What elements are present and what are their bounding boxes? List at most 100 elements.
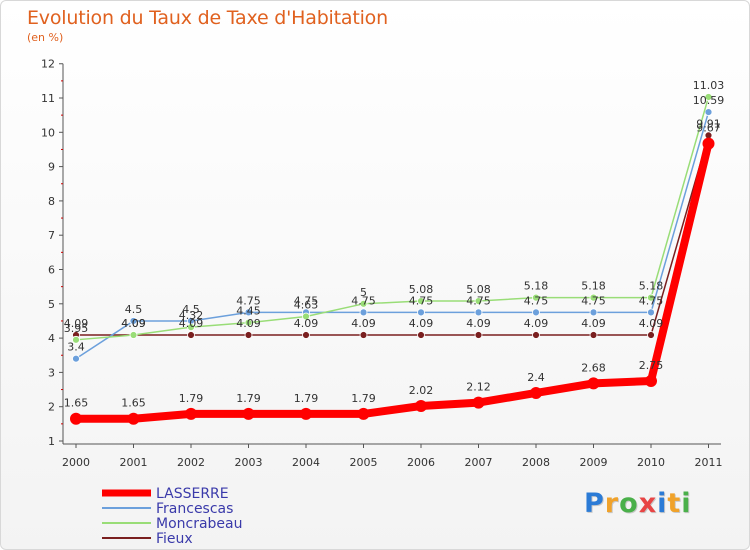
- data-label: 1.65: [121, 397, 146, 410]
- data-point: [187, 331, 195, 339]
- data-label: 5.08: [409, 283, 434, 296]
- data-label: 2.02: [409, 384, 434, 397]
- legend-label: Francescas: [156, 501, 233, 517]
- data-label: 3.95: [64, 322, 89, 335]
- logo-letter: t: [667, 488, 682, 519]
- x-tick-label: 2007: [465, 456, 493, 469]
- x-tick-label: 2002: [177, 456, 205, 469]
- y-tick-label: 11: [41, 92, 55, 105]
- x-tick-label: 2006: [407, 456, 435, 469]
- data-point: [302, 331, 310, 339]
- data-point: [589, 293, 598, 302]
- data-point: [244, 308, 253, 317]
- data-point: [359, 299, 368, 308]
- data-label: 1.79: [236, 392, 261, 405]
- x-tick-label: 2010: [637, 456, 665, 469]
- data-label: 1.65: [64, 397, 89, 410]
- series-line-fieux: [75, 134, 710, 336]
- data-point: [589, 331, 598, 339]
- x-tick-label: 2000: [62, 456, 90, 469]
- data-label: 4.63: [294, 298, 319, 311]
- logo-letter: i: [681, 488, 692, 519]
- data-label: 11.03: [693, 79, 725, 92]
- y-tick-label: 5: [48, 298, 55, 311]
- y-tick-label: 2: [48, 401, 55, 414]
- proxiti-logo: Proxiti: [584, 488, 692, 519]
- data-point: [472, 396, 485, 409]
- data-label: 4.45: [236, 305, 261, 318]
- data-point: [359, 308, 368, 317]
- data-label: 4.75: [466, 294, 491, 307]
- x-tick-label: 2003: [235, 456, 263, 469]
- data-point: [72, 354, 80, 363]
- data-label: 10.59: [693, 94, 725, 107]
- data-point: [300, 407, 312, 420]
- series-lines: [70, 93, 715, 425]
- x-tick-label: 2001: [120, 456, 148, 469]
- data-point: [185, 407, 197, 420]
- data-label: 4.09: [294, 317, 319, 330]
- data-label: 4.75: [524, 294, 549, 307]
- data-point: [129, 317, 138, 325]
- y-tick-label: 7: [48, 229, 55, 242]
- data-point: [302, 312, 310, 321]
- data-label: 4.75: [581, 294, 606, 307]
- chart-subtitle: (en %): [27, 31, 64, 44]
- data-label: 4.75: [294, 294, 319, 307]
- data-label: 4.09: [64, 317, 89, 330]
- data-point: [589, 308, 598, 317]
- data-label: 4.09: [524, 317, 549, 330]
- data-label: 1.79: [351, 392, 376, 405]
- data-label: 4.09: [409, 317, 434, 330]
- data-point: [647, 331, 655, 339]
- y-tick-label: 3: [48, 366, 55, 379]
- data-point: [417, 331, 425, 339]
- data-point: [417, 308, 425, 317]
- data-label: 9.67: [696, 122, 721, 135]
- data-point: [647, 293, 655, 302]
- legend-label: Fieux: [156, 531, 193, 547]
- data-label: 4.5: [125, 303, 143, 316]
- logo-letter: i: [657, 488, 668, 519]
- y-tick-label: 10: [41, 126, 55, 139]
- data-label: 4.09: [639, 317, 664, 330]
- data-label: 4.09: [179, 317, 204, 330]
- data-point: [704, 93, 713, 101]
- logo-letter: r: [604, 488, 620, 519]
- data-point: [415, 400, 427, 413]
- data-point: [129, 331, 138, 339]
- x-tick-label: 2009: [580, 456, 608, 469]
- legend-label: Moncrabeau: [156, 516, 243, 532]
- data-point: [127, 412, 140, 425]
- data-point: [357, 407, 370, 420]
- data-label: 4.09: [581, 317, 606, 330]
- series-line-francescas: [75, 111, 710, 360]
- data-labels: 4.09 4.09 4.09 4.09 4.09 4.09 4.09 4.09 4.09 4.09…: [64, 79, 725, 410]
- y-tick-label: 1: [48, 435, 55, 448]
- data-point: [532, 331, 540, 339]
- data-label: 4.09: [351, 317, 376, 330]
- data-label: 5.18: [581, 280, 606, 293]
- data-label: 4.32: [179, 309, 204, 322]
- data-point: [70, 412, 82, 425]
- x-tick-label: 2008: [522, 456, 550, 469]
- y-tick-label: 8: [48, 195, 55, 208]
- data-point: [702, 137, 715, 150]
- data-point: [244, 318, 253, 327]
- data-label: 5: [360, 286, 367, 299]
- data-label: 1.79: [179, 392, 204, 405]
- x-tick-label: 2011: [695, 456, 723, 469]
- data-label: 2.75: [639, 359, 664, 372]
- data-label: 4.09: [236, 317, 261, 330]
- data-point: [532, 293, 540, 302]
- y-tick-label: 12: [41, 58, 55, 71]
- data-point: [359, 331, 368, 339]
- data-point: [530, 386, 542, 399]
- data-label: 4.75: [639, 294, 664, 307]
- data-label: 4.09: [121, 317, 146, 330]
- data-label: 3.4: [67, 341, 85, 354]
